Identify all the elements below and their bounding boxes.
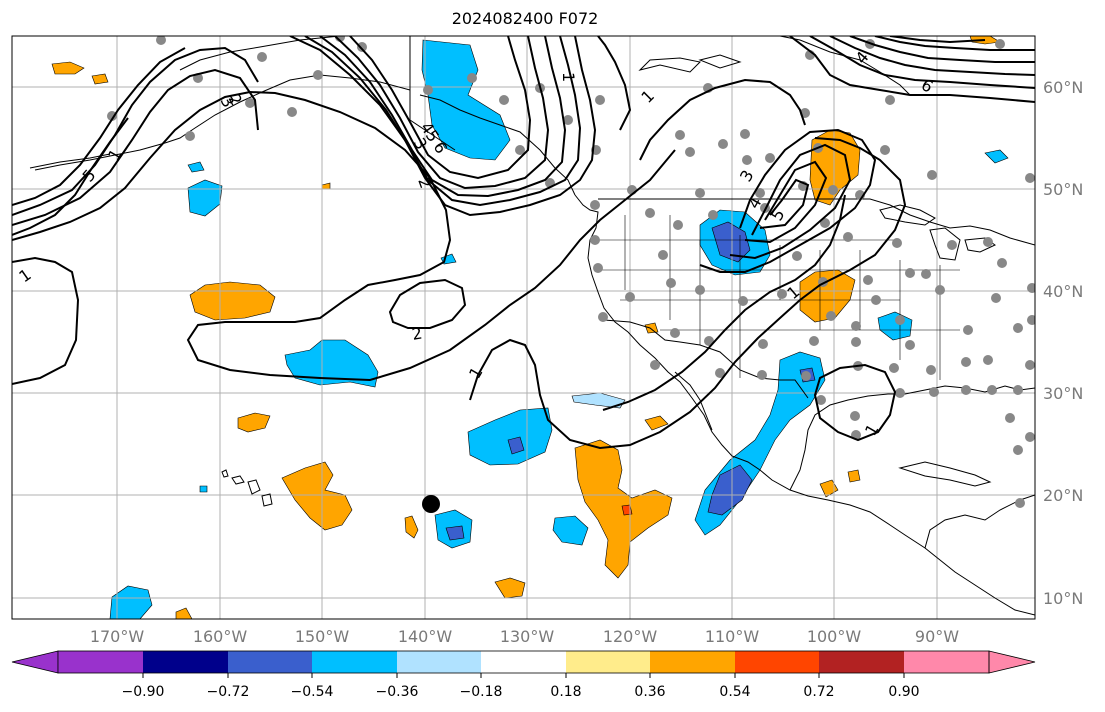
negative-anomaly-area <box>984 149 1009 164</box>
negative-anomaly-area <box>199 485 208 493</box>
contour-line <box>699 128 877 273</box>
positive-anomaly-area <box>494 577 526 599</box>
map-frame <box>11 35 1036 620</box>
colorbar-segment <box>143 651 228 673</box>
colorbar-tick-label: −0.36 <box>376 684 419 700</box>
colorbar-segment <box>397 651 481 673</box>
colorbar-tick-label: 0.18 <box>550 684 581 700</box>
lat-label: 40°N <box>1043 282 1083 301</box>
colorbar-segment <box>58 651 143 673</box>
lat-label: 30°N <box>1043 384 1083 403</box>
contour-line <box>12 47 186 206</box>
colorbar: −0.90 −0.72 −0.54 −0.36 −0.18 0.18 0.36 … <box>11 650 1036 700</box>
contour-line <box>602 194 846 411</box>
latitude-labels: 60°N 50°N 40°N 30°N 20°N 10°N <box>1043 78 1083 608</box>
lon-label: 120°W <box>603 627 658 646</box>
positive-anomaly-area <box>51 61 85 75</box>
contour-line <box>639 78 806 161</box>
contour-line <box>809 36 1035 89</box>
contour-line <box>759 178 810 229</box>
contour-label: 2 <box>410 323 423 343</box>
positive-anomaly-area <box>175 607 193 619</box>
negative-anomaly-area <box>552 515 589 546</box>
contour-lines <box>12 36 1035 450</box>
colorbar-over-triangle <box>988 650 1036 674</box>
colorbar-segment <box>312 651 397 673</box>
lon-label: 90°W <box>915 627 959 646</box>
negative-anomaly-area <box>507 436 525 455</box>
negative-anomaly-area <box>711 221 751 263</box>
lat-label: 10°N <box>1043 589 1083 608</box>
contour-line <box>12 46 259 216</box>
colorbar-tick-label: 0.54 <box>719 684 750 700</box>
colorbar-under-triangle <box>11 650 59 674</box>
positive-anomaly-area <box>644 322 659 334</box>
contour-line <box>319 36 567 198</box>
contour-line <box>12 90 676 382</box>
negative-anomaly-area <box>445 525 465 541</box>
longitude-labels: 170°W 160°W 150°W 140°W 130°W 120°W 110°… <box>90 627 959 646</box>
colorbar-tick-label: 0.72 <box>803 684 834 700</box>
positive-anomaly-area <box>847 469 861 483</box>
positive-anomaly-area <box>644 415 669 431</box>
contour-line <box>388 278 467 329</box>
colorbar-segment <box>904 651 989 673</box>
location-marker <box>422 495 440 513</box>
contour-line <box>789 36 1035 103</box>
contour-line <box>829 36 1035 76</box>
lat-label: 50°N <box>1043 180 1083 199</box>
colorbar-tick-label: −0.90 <box>122 684 165 700</box>
lon-label: 150°W <box>295 627 350 646</box>
contour-line <box>349 36 532 180</box>
contour-label: 1 <box>559 72 578 82</box>
lon-label: 100°W <box>807 627 862 646</box>
contour-line <box>334 36 550 190</box>
lat-label: 60°N <box>1043 78 1083 97</box>
colorbar-segment <box>481 651 566 673</box>
contour-line <box>874 36 1035 51</box>
contour-line <box>597 36 632 131</box>
contour-line <box>729 143 852 260</box>
contour-line <box>289 36 597 217</box>
colorbar-segment <box>819 651 904 673</box>
colorbar-segment <box>566 651 650 673</box>
negative-anomaly-area <box>187 161 205 173</box>
contour-line <box>304 36 582 207</box>
lat-label: 20°N <box>1043 486 1083 505</box>
negative-anomaly-area <box>467 407 553 466</box>
lon-label: 130°W <box>500 627 555 646</box>
contour-line <box>813 363 897 442</box>
contour-line <box>744 160 828 244</box>
map-background <box>12 36 1035 619</box>
lon-label: 170°W <box>90 627 145 646</box>
positive-anomaly-area <box>91 73 109 85</box>
lon-label: 110°W <box>705 627 760 646</box>
contour-line <box>889 36 986 44</box>
colorbar-tick-label: −0.72 <box>207 684 250 700</box>
map-title: 2024082400 F072 <box>451 9 599 28</box>
positive-anomaly-area <box>237 412 271 433</box>
contour-line <box>12 68 259 226</box>
contour-line <box>849 36 1035 63</box>
contour-line <box>12 117 129 236</box>
lon-label: 140°W <box>398 627 453 646</box>
colorbar-segment <box>650 651 735 673</box>
contour-line <box>12 256 80 385</box>
negative-anomaly-area <box>109 585 153 619</box>
colorbar-tick-label: 0.36 <box>634 684 665 700</box>
lon-label: 160°W <box>193 627 248 646</box>
colorbar-segment <box>228 651 312 673</box>
contour-line <box>469 137 907 450</box>
colorbar-segment <box>735 651 819 673</box>
colorbar-tick-label: −0.54 <box>291 684 334 700</box>
colorbar-tick-label: −0.18 <box>460 684 503 700</box>
colorbar-tick-label: 0.90 <box>888 684 919 700</box>
positive-anomaly-area <box>404 515 419 539</box>
